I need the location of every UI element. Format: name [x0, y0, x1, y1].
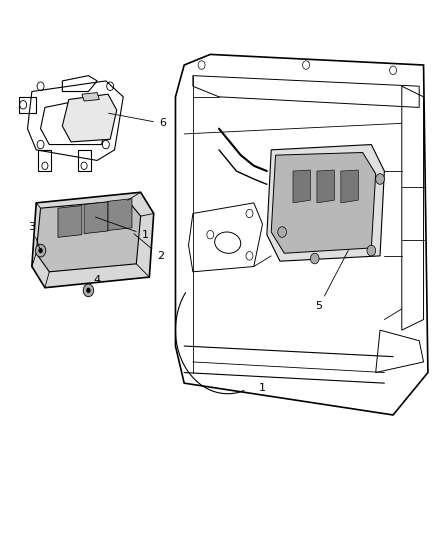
Polygon shape	[108, 199, 132, 230]
Text: 1: 1	[259, 383, 266, 393]
Text: 1: 1	[95, 217, 148, 240]
Circle shape	[311, 253, 319, 264]
Text: 5: 5	[316, 251, 348, 311]
Circle shape	[35, 244, 46, 257]
Polygon shape	[84, 202, 108, 233]
Polygon shape	[62, 94, 117, 142]
Polygon shape	[32, 192, 154, 288]
Text: 4: 4	[88, 274, 101, 290]
Polygon shape	[82, 93, 99, 101]
Circle shape	[86, 288, 91, 293]
Polygon shape	[58, 206, 82, 237]
Circle shape	[39, 248, 43, 253]
Polygon shape	[341, 170, 358, 203]
Circle shape	[278, 227, 286, 237]
Text: 6: 6	[109, 113, 166, 128]
Circle shape	[83, 284, 94, 297]
Circle shape	[367, 245, 376, 256]
Circle shape	[376, 174, 385, 184]
Text: 2: 2	[134, 234, 164, 261]
Text: 3: 3	[28, 222, 39, 248]
Polygon shape	[267, 144, 385, 261]
Polygon shape	[293, 170, 311, 203]
Polygon shape	[271, 152, 376, 253]
Polygon shape	[36, 200, 141, 272]
Polygon shape	[317, 170, 334, 203]
